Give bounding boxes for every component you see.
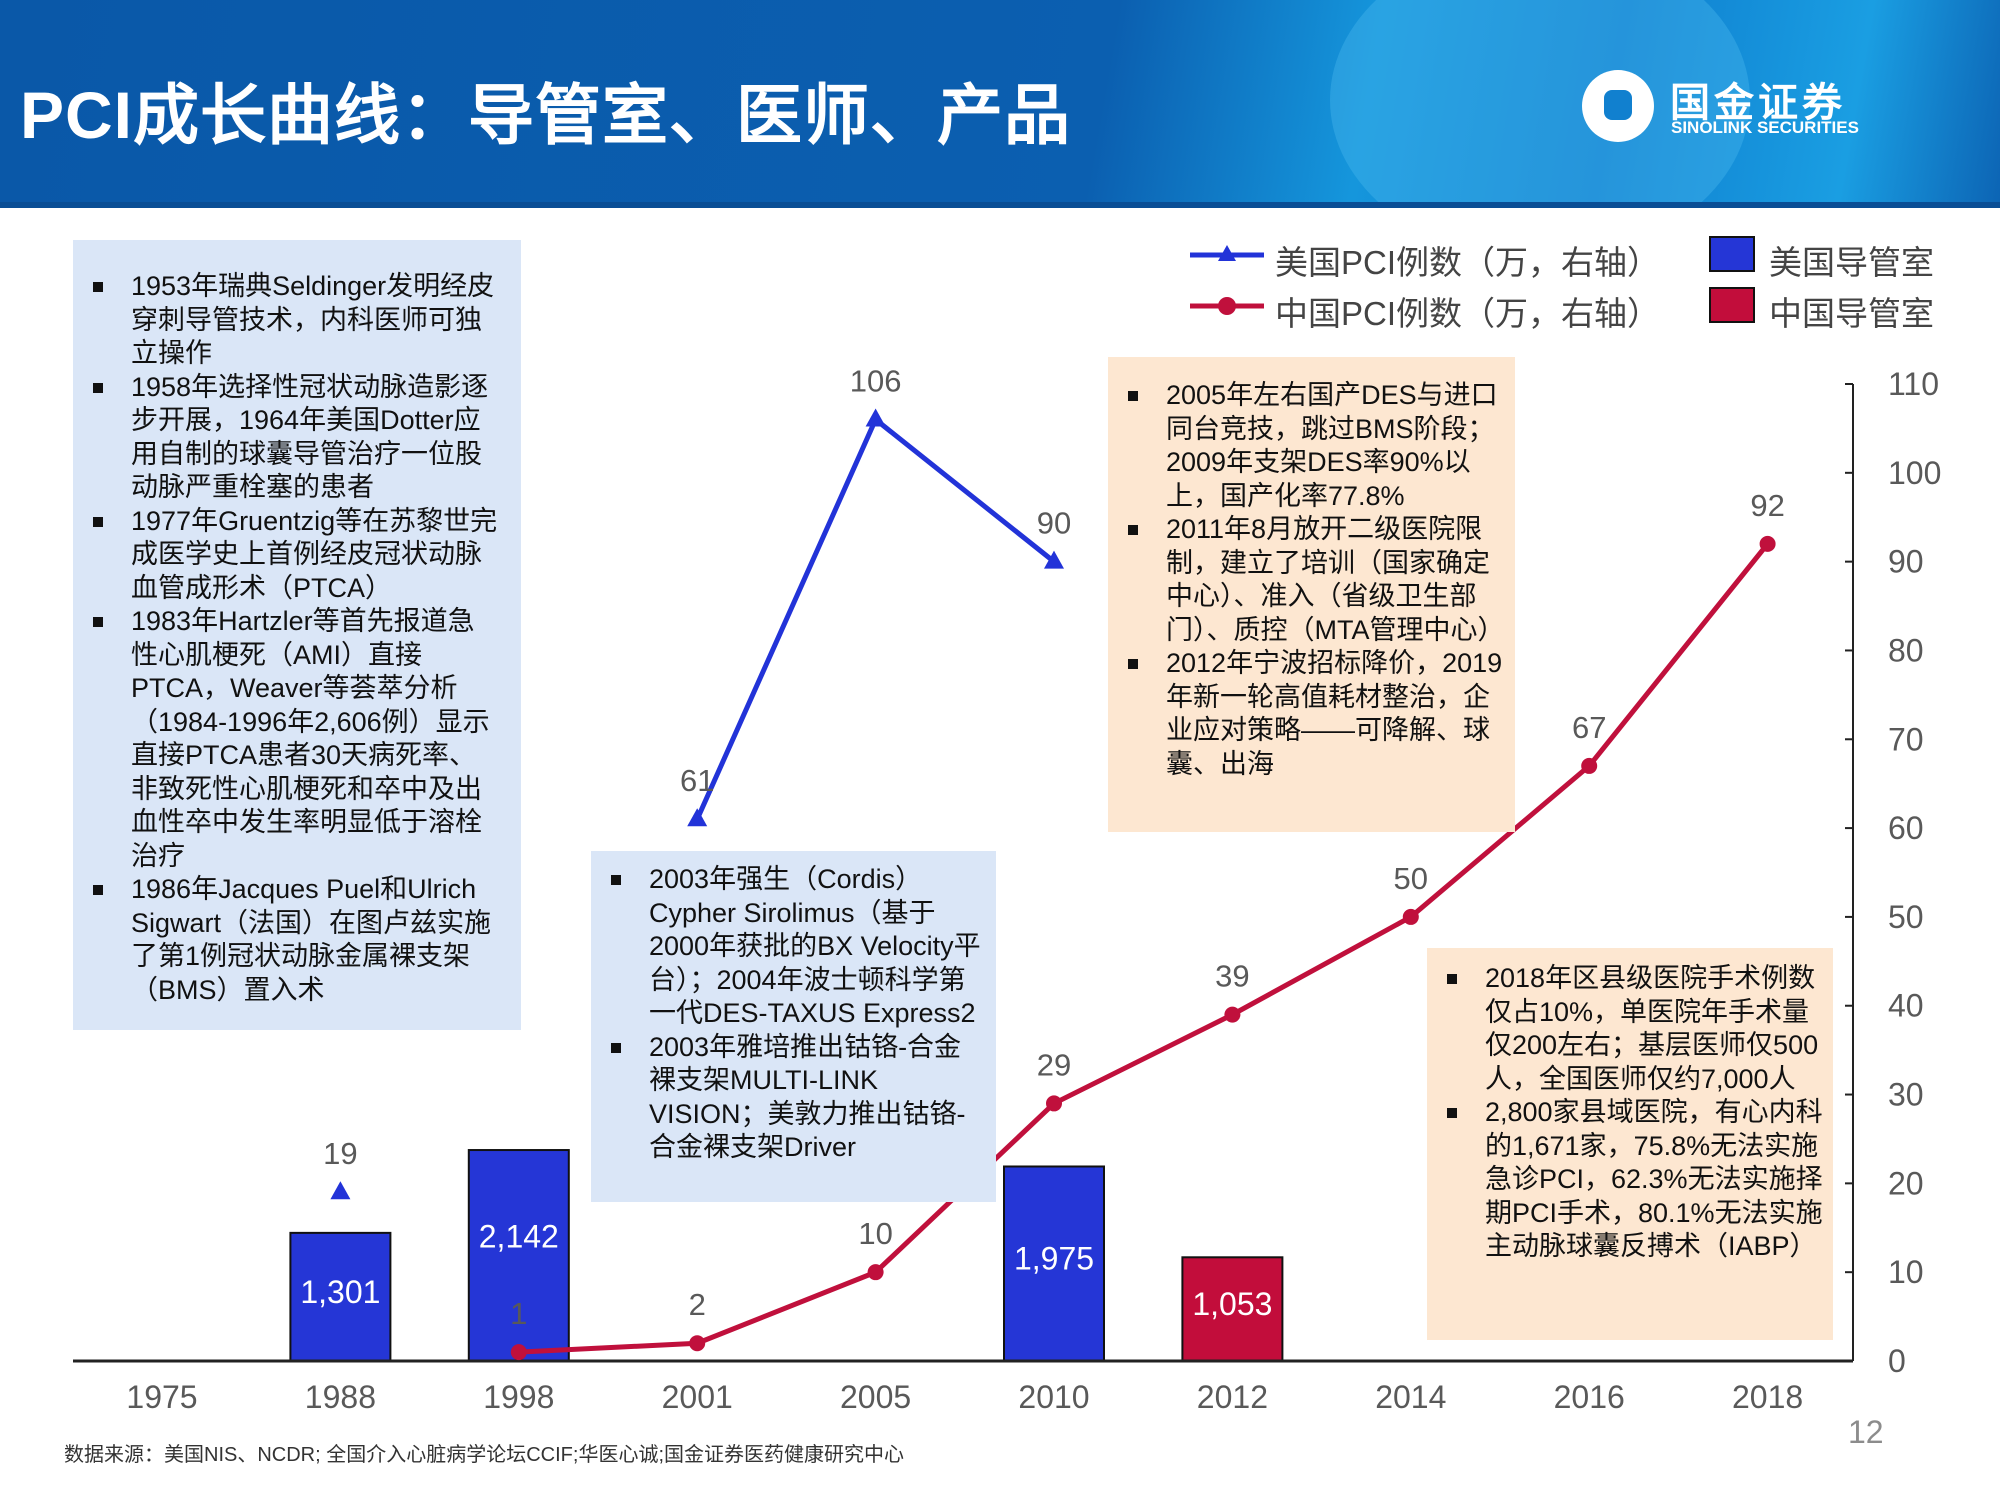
legend-triangle-icon: [1218, 245, 1236, 261]
data-value-label: 39: [1215, 959, 1249, 994]
data-source: 数据来源：美国NIS、NCDR; 全国介入心脏病学论坛CCIF;华医心诚;国金证…: [64, 1444, 904, 1466]
y-tick-label: 0: [1888, 1343, 1906, 1379]
x-tick-label: 1998: [483, 1379, 554, 1415]
data-point-triangle: [330, 1181, 351, 1200]
bar-value-label: 1,301: [300, 1274, 380, 1310]
header-divider: [0, 202, 2000, 208]
note-item: 2012年宁波招标降价，2019年新一轮高值耗材整治，企业应对策略——可降解、球…: [1108, 647, 1509, 781]
company-name-cn: 国金证券: [1670, 81, 1846, 125]
y-tick-label: 80: [1888, 632, 1924, 668]
data-point-circle: [510, 1344, 527, 1361]
legend-us-pci: 美国PCI例数（万，右轴）: [1275, 244, 1661, 281]
bar-value-label: 1,975: [1014, 1241, 1094, 1277]
data-point-circle: [1581, 757, 1598, 774]
legend-cn-cathlab-swatch: [1709, 287, 1755, 323]
x-tick-label: 1975: [126, 1379, 197, 1415]
y-tick-label: 100: [1888, 455, 1941, 491]
legend-us-cathlab: 美国导管室: [1769, 244, 1934, 281]
page-title: PCI成长曲线：导管室、医师、产品: [20, 78, 1072, 152]
y-tick-label: 110: [1888, 366, 1939, 402]
data-value-label: 106: [850, 364, 902, 399]
data-value-label: 92: [1750, 488, 1784, 523]
note-item: 1986年Jacques Puel和Ulrich Sigwart（法国）在图卢兹…: [73, 873, 501, 1007]
y-tick-label: 60: [1888, 810, 1924, 846]
data-point-circle: [1046, 1095, 1062, 1112]
note-item: 1977年Gruentzig等在苏黎世完成医学史上首例经皮冠状动脉血管成形术（P…: [73, 505, 501, 606]
series-line: [518, 542, 1770, 1355]
bar: [1181, 1256, 1284, 1362]
note-box-stents: 2003年强生（Cordis）Cypher Sirolimus（基于2000年获…: [591, 851, 996, 1202]
note-item: 1958年选择性冠状动脉造影逐步开展，1964年美国Dotter应用自制的球囊导…: [73, 371, 501, 505]
x-tick-label: 2016: [1554, 1379, 1625, 1415]
x-tick-label: 1988: [305, 1379, 376, 1415]
legend-circle-icon: [1218, 297, 1236, 315]
note-item: 1953年瑞典Seldinger发明经皮穿刺导管技术，内科医师可独立操作: [73, 270, 501, 371]
header-banner: PCI成长曲线：导管室、医师、产品 国金证券 SINOLINK SECURITI…: [0, 0, 2000, 208]
data-point-triangle: [865, 408, 886, 427]
note-box-county-hospitals: 2018年区县级医院手术例数仅占10%，单医院年手术量仅200左右；基层医师仅5…: [1427, 948, 1833, 1340]
note-item: 2003年强生（Cordis）Cypher Sirolimus（基于2000年获…: [591, 863, 986, 1031]
data-value-label: 10: [858, 1216, 892, 1251]
x-tick-label: 2001: [662, 1379, 733, 1415]
note-box-china-policy: 2005年左右国产DES与进口同台竞技，跳过BMS阶段；2009年支架DES率9…: [1108, 357, 1515, 832]
data-value-label: 29: [1037, 1047, 1071, 1082]
note-item: 2011年8月放开二级医院限制，建立了培训（国家确定中心）、准入（省级卫生部门）…: [1108, 513, 1509, 647]
x-tick-label: 2012: [1197, 1379, 1268, 1415]
y-tick-label: 70: [1888, 721, 1924, 757]
data-value-label: 61: [680, 763, 714, 798]
y-tick-label: 10: [1888, 1254, 1924, 1290]
legend-cn-cathlab: 中国导管室: [1769, 295, 1934, 332]
data-value-label: 19: [323, 1136, 357, 1171]
y-tick-label: 90: [1888, 544, 1924, 580]
legend-us-cathlab-swatch: [1709, 236, 1755, 272]
data-point-circle: [1759, 535, 1776, 552]
y-tick-label: 40: [1888, 988, 1924, 1024]
data-point-triangle: [687, 808, 708, 827]
bar: [467, 1149, 570, 1363]
data-point-circle: [689, 1335, 706, 1352]
bar: [289, 1231, 392, 1362]
header-decoration: [1330, 0, 1750, 208]
company-name-en: SINOLINK SECURITIES: [1671, 118, 1859, 137]
data-value-label: 50: [1394, 861, 1428, 896]
page-number: 12: [1848, 1414, 1884, 1450]
company-logo-icon: [1582, 70, 1654, 142]
x-tick-label: 2014: [1375, 1379, 1446, 1415]
legend-line-markers: [1190, 245, 1264, 315]
data-point-circle: [1224, 1006, 1241, 1023]
data-value-label: 1: [510, 1296, 527, 1331]
bar-value-label: 1,053: [1192, 1286, 1272, 1322]
data-point-triangle: [1044, 550, 1064, 569]
x-tick-label: 2018: [1732, 1379, 1803, 1415]
bar-value-label: 2,142: [479, 1219, 559, 1255]
data-value-label: 90: [1037, 506, 1071, 541]
data-value-label: 2: [689, 1287, 706, 1322]
y-tick-label: 20: [1888, 1165, 1924, 1201]
note-item: 2,800家县域医院，有心内科的1,671家，75.8%无法实施急诊PCI，62…: [1427, 1096, 1827, 1264]
x-tick-label: 2010: [1018, 1379, 1089, 1415]
note-item: 2003年雅培推出钴铬-合金裸支架MULTI-LINK VISION；美敦力推出…: [591, 1031, 986, 1165]
y-tick-label: 30: [1888, 1077, 1924, 1113]
data-value-label: 67: [1572, 710, 1606, 745]
note-item: 2018年区县级医院手术例数仅占10%，单医院年手术量仅200左右；基层医师仅5…: [1427, 962, 1827, 1096]
note-box-history: 1953年瑞典Seldinger发明经皮穿刺导管技术，内科医师可独立操作 195…: [73, 240, 521, 1030]
data-point-circle: [1402, 908, 1419, 925]
x-tick-label: 2005: [840, 1379, 911, 1415]
data-point-circle: [867, 1264, 884, 1281]
series-line: [694, 415, 1056, 821]
legend-cn-pci: 中国PCI例数（万，右轴）: [1275, 295, 1661, 332]
note-item: 2005年左右国产DES与进口同台竞技，跳过BMS阶段；2009年支架DES率9…: [1108, 379, 1509, 513]
note-item: 1983年Hartzler等首先报道急性心肌梗死（AMI）直接PTCA，Weav…: [73, 605, 501, 873]
y-tick-label: 50: [1888, 899, 1924, 935]
